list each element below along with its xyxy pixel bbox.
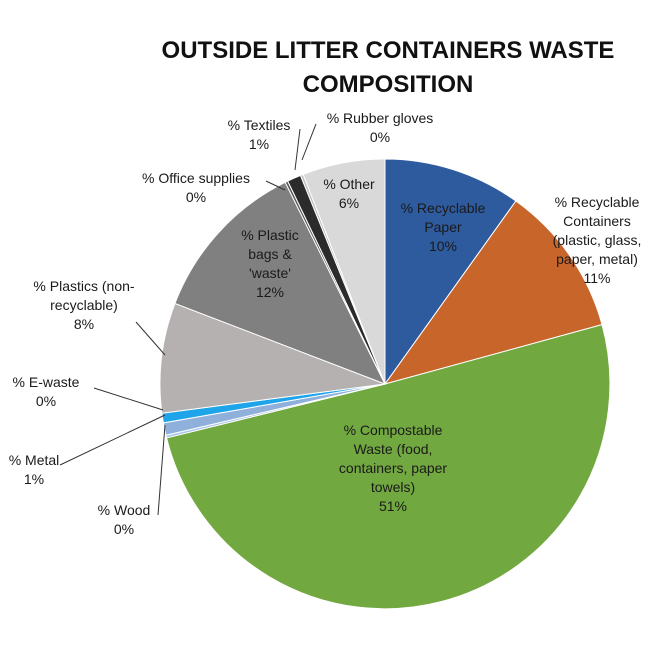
slice-label-line: 10%	[429, 238, 457, 254]
slice-label-8: % Office supplies 0%	[142, 170, 250, 205]
slice-label-11: % Other 6%	[323, 176, 375, 211]
slice-labels: % Recyclable Paper 10% % Recyclable Containe…	[9, 110, 642, 537]
leader-line-5	[93, 387, 164, 411]
slice-label-3: % Wood 0%	[98, 502, 151, 537]
pie-slices	[159, 158, 611, 610]
label-leader-lines	[59, 123, 317, 516]
slice-label-line: 8%	[74, 316, 94, 332]
slice-label-line: % Compostable	[344, 422, 443, 438]
slice-label-line: Waste (food,	[354, 441, 433, 457]
slice-label-line: paper, metal)	[556, 251, 638, 267]
slice-label-line: 'waste'	[249, 265, 291, 281]
leader-line-4	[59, 414, 166, 466]
slice-label-line: % Other	[323, 176, 375, 192]
slice-label-line: 1%	[249, 136, 269, 152]
slice-label-9: % Textiles 1%	[228, 117, 291, 152]
leader-line-8	[265, 180, 286, 191]
pie-slice-2	[165, 324, 611, 610]
slice-label-line: 0%	[36, 393, 56, 409]
slice-label-4: % Metal 1%	[9, 452, 60, 487]
slice-label-line: recyclable)	[50, 297, 118, 313]
slice-label-line: % Office supplies	[142, 170, 250, 186]
slice-label-7: % Plastic bags & 'waste' 12%	[241, 227, 299, 300]
slice-label-line: 1%	[24, 471, 44, 487]
slice-label-line: 0%	[114, 521, 134, 537]
leader-line-3	[157, 424, 166, 516]
slice-label-2: % Compostable Waste (food, containers, pap…	[339, 422, 448, 514]
slice-label-line: Paper	[424, 219, 462, 235]
slice-label-0: % Recyclable Paper 10%	[401, 200, 486, 254]
slice-label-5: % E-waste 0%	[13, 374, 80, 409]
pie-slice-0	[384, 158, 517, 386]
slice-label-line: % Metal	[9, 452, 60, 468]
slice-label-line: 6%	[339, 195, 359, 211]
slice-label-line: (plastic, glass,	[553, 232, 642, 248]
leader-line-10	[301, 123, 317, 161]
pie-slice-11	[302, 158, 386, 385]
pie-slice-7	[174, 181, 387, 385]
pie-slice-1	[383, 200, 603, 385]
slice-label-line: % Plastics (non-	[33, 278, 134, 294]
slice-label-10: % Rubber gloves 0%	[327, 110, 434, 145]
chart-title-line-1: OUTSIDE LITTER CONTAINERS WASTE	[162, 37, 615, 64]
chart-title-line-2: COMPOSITION	[303, 71, 474, 98]
slice-label-line: % Rubber gloves	[327, 110, 434, 126]
slice-label-line: 51%	[379, 498, 407, 514]
slice-label-line: % Recyclable	[401, 200, 486, 216]
slice-label-line: bags &	[248, 246, 292, 262]
slice-label-line: % Plastic	[241, 227, 299, 243]
slice-label-line: containers, paper	[339, 460, 448, 476]
slice-label-line: 0%	[186, 189, 206, 205]
slice-label-line: % Wood	[98, 502, 151, 518]
leader-line-9	[294, 128, 301, 171]
slice-label-line: towels)	[371, 479, 415, 495]
slice-label-line: % Recyclable	[555, 194, 640, 210]
slice-label-line: 12%	[256, 284, 284, 300]
slice-label-line: Containers	[563, 213, 631, 229]
slice-label-1: % Recyclable Containers (plastic, glass, pa…	[553, 194, 642, 286]
slice-label-line: 0%	[370, 129, 390, 145]
slice-label-line: % E-waste	[13, 374, 80, 390]
slice-label-line: % Textiles	[228, 117, 291, 133]
slice-label-line: 11%	[584, 270, 611, 286]
pie-slice-6	[159, 302, 386, 414]
leader-line-6	[135, 321, 166, 356]
slice-label-6: % Plastics (non-recyclable) 8%	[33, 278, 134, 332]
